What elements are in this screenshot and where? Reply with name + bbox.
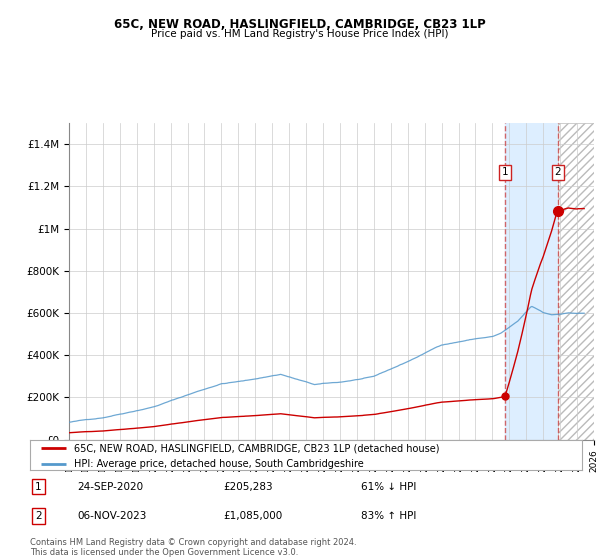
Text: 61% ↓ HPI: 61% ↓ HPI [361,482,416,492]
Bar [557,123,600,440]
Text: 83% ↑ HPI: 83% ↑ HPI [361,511,416,521]
Text: 1: 1 [502,167,508,178]
Text: £205,283: £205,283 [223,482,273,492]
Text: Contains HM Land Registry data © Crown copyright and database right 2024.
This d: Contains HM Land Registry data © Crown c… [30,538,356,557]
Text: 24-SEP-2020: 24-SEP-2020 [77,482,143,492]
Text: 2: 2 [35,511,41,521]
Text: 2: 2 [554,167,561,178]
Text: Price paid vs. HM Land Registry's House Price Index (HPI): Price paid vs. HM Land Registry's House … [151,29,449,39]
Bar [557,123,600,440]
Text: 65C, NEW ROAD, HASLINGFIELD, CAMBRIDGE, CB23 1LP (detached house): 65C, NEW ROAD, HASLINGFIELD, CAMBRIDGE, … [74,443,440,453]
Text: 65C, NEW ROAD, HASLINGFIELD, CAMBRIDGE, CB23 1LP: 65C, NEW ROAD, HASLINGFIELD, CAMBRIDGE, … [114,18,486,31]
Text: 06-NOV-2023: 06-NOV-2023 [77,511,146,521]
Text: £1,085,000: £1,085,000 [223,511,283,521]
Text: HPI: Average price, detached house, South Cambridgeshire: HPI: Average price, detached house, Sout… [74,459,364,469]
Bar [505,123,557,440]
Text: 1: 1 [35,482,41,492]
